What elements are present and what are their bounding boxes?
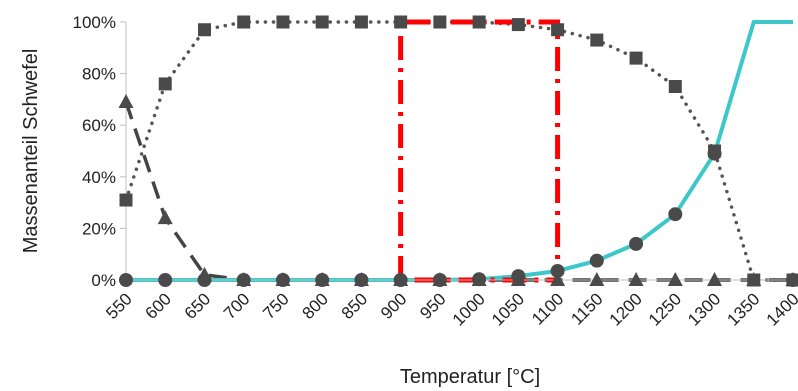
- series-3-circle-marker: [432, 273, 447, 287]
- x-tick-label: 950: [416, 289, 449, 322]
- x-tick-label: 1400: [763, 289, 798, 329]
- x-tick-label: 700: [220, 289, 253, 322]
- x-tick-label: 850: [338, 289, 371, 322]
- series-3-circle-marker: [511, 269, 526, 284]
- series-1-square-marker: [354, 15, 368, 29]
- x-tick-label: 900: [377, 289, 410, 322]
- series-3-circle-marker: [707, 146, 722, 161]
- series-1-square-marker: [119, 193, 133, 207]
- annotation-layer: [398, 19, 561, 283]
- x-tick-label: 1350: [723, 289, 763, 329]
- series-3-circle-marker: [393, 273, 408, 287]
- y-tick-labels: 0% 20% 40% 60% 80% 100%: [73, 13, 116, 290]
- series-2-triangle-marker: [707, 272, 723, 286]
- series-2-triangle-marker: [667, 272, 683, 286]
- series-2-triangle-marker: [628, 272, 644, 286]
- series-3-circle-marker: [119, 273, 133, 287]
- series-2-triangle-marker: [157, 210, 173, 225]
- y-tick-label: 80%: [82, 65, 116, 84]
- y-tick-label: 100%: [73, 13, 116, 32]
- y-tick-label: 20%: [82, 219, 116, 238]
- series-1-square-marker: [276, 15, 290, 29]
- series-3-circle-marker: [589, 253, 604, 268]
- series-1-square-marker: [590, 33, 604, 47]
- x-tick-labels: 550 600 650 700 750 800 850 900 950 1000 1050 1100 1…: [102, 289, 798, 329]
- series-1-line: [124, 20, 795, 282]
- y-tick-label: 0%: [91, 271, 116, 290]
- series-3-circle-marker: [158, 273, 173, 287]
- series-3-line: [126, 20, 793, 282]
- series-3-circle-marker: [354, 273, 369, 287]
- x-tick-label: 750: [259, 289, 292, 322]
- series-3-circle-marker: [197, 273, 212, 287]
- series-3-circle-marker: [275, 273, 290, 287]
- y-axis-title: Massenanteil Schwefel: [20, 49, 42, 254]
- series-1-square-marker: [629, 51, 643, 65]
- axes: [120, 21, 794, 285]
- x-tick-label: 1250: [645, 289, 685, 329]
- marker-layer: [118, 15, 798, 287]
- series-3-circle-marker: [315, 273, 330, 287]
- series-2-line: [124, 101, 793, 282]
- series-1-square-marker: [551, 23, 565, 37]
- series-3-circle-marker: [472, 272, 487, 287]
- red-dash-dot-box: [398, 19, 561, 283]
- series-3-circle-marker: [629, 236, 644, 251]
- series-1-square-marker: [668, 80, 682, 93]
- series-3-circle-marker: [550, 263, 565, 278]
- series-3-circle-marker: [236, 273, 251, 287]
- series-1-square-marker: [511, 18, 525, 32]
- series-2-triangle-marker: [550, 272, 566, 286]
- x-tick-label: 1050: [488, 289, 528, 329]
- y-tick-label: 40%: [82, 168, 116, 187]
- series-1-square-marker: [237, 15, 251, 29]
- series-3-circle-marker: [668, 207, 683, 222]
- series-1-square-marker: [315, 15, 329, 29]
- series-3-circle-marker: [786, 273, 798, 287]
- x-tick-label: 1300: [684, 289, 724, 329]
- x-tick-label: 1100: [528, 289, 567, 328]
- series-1-square-marker: [197, 23, 211, 37]
- series-2-triangle-marker: [746, 272, 762, 286]
- series-2-triangle-marker: [589, 272, 605, 286]
- series-1-square-marker: [433, 15, 447, 29]
- x-tick-label: 650: [181, 289, 214, 322]
- x-tick-label: 1200: [606, 289, 646, 329]
- series-1-square-marker: [158, 77, 172, 91]
- x-tick-label: 1150: [567, 289, 606, 328]
- series-2-triangle-marker: [118, 93, 134, 108]
- series-1-square-marker: [394, 15, 408, 29]
- series-layer: [124, 20, 795, 282]
- x-tick-label: 600: [142, 289, 175, 322]
- y-tick-label: 60%: [82, 116, 116, 135]
- x-tick-label: 800: [299, 289, 332, 322]
- x-tick-label: 1000: [449, 289, 489, 329]
- x-axis-title: Temperatur [°C]: [400, 366, 540, 388]
- series-1-square-marker: [472, 15, 486, 29]
- x-tick-label: 550: [102, 289, 135, 322]
